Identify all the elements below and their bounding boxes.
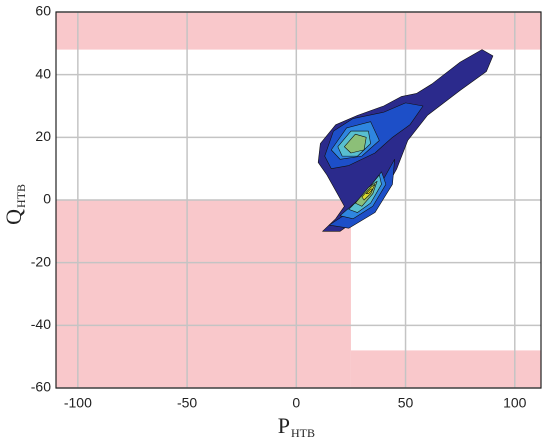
x-tick-label: 50 [398, 395, 414, 411]
y-axis-label: Q [1, 209, 26, 225]
y-axis-label-sub: HTB [14, 184, 28, 208]
plot-area: -100 -50 0 50 100 -60 -40 -20 0 20 40 60 [31, 3, 542, 411]
y-tick-label: -40 [31, 316, 51, 332]
y-tick-label: -60 [31, 379, 51, 395]
x-tick-label: -100 [64, 395, 92, 411]
contour-level [365, 188, 374, 195]
contour-level [317, 49, 494, 232]
y-tick-label: 60 [35, 3, 51, 19]
x-axis-label-sub: HTB [291, 426, 315, 440]
y-tick-label: 40 [35, 65, 51, 81]
x-axis-label: P [278, 413, 290, 438]
y-tick-label: -20 [31, 253, 51, 269]
y-tick-label: 0 [43, 191, 51, 207]
constraint-region [56, 12, 541, 50]
plot-frame [55, 11, 542, 389]
x-tick-label: -50 [177, 395, 197, 411]
constraint-region [56, 200, 351, 388]
constraint-region [350, 350, 541, 388]
x-tick-label: 100 [503, 395, 527, 411]
x-tick-label: 0 [292, 395, 300, 411]
y-tick-label: 20 [35, 128, 51, 144]
contour-level [344, 133, 367, 154]
